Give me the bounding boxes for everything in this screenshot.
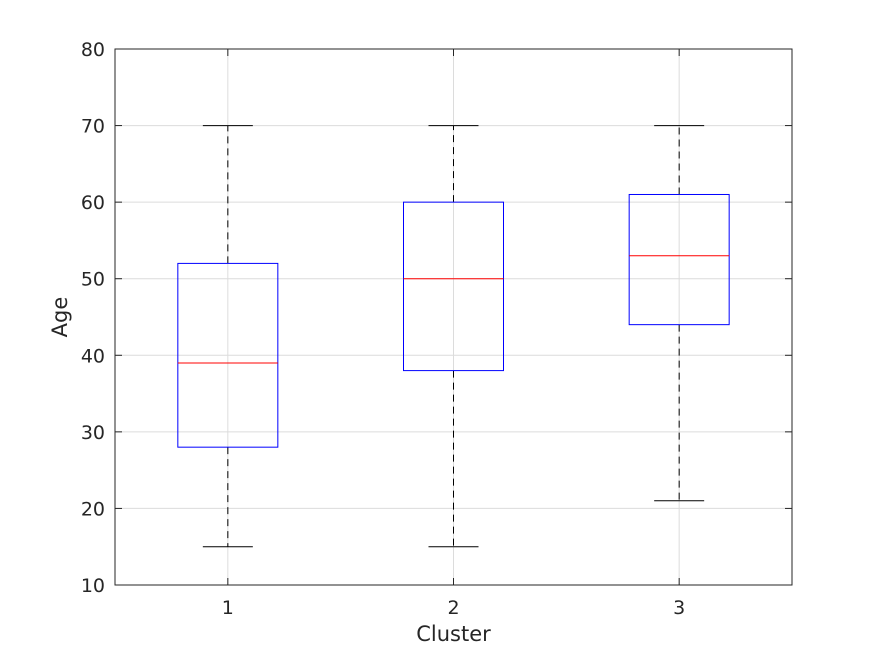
x-tick-label: 2 [447, 597, 459, 619]
y-tick-label: 70 [81, 116, 105, 138]
iqr-box [177, 262, 279, 448]
y-tick-label: 60 [81, 192, 105, 214]
box-cluster-2 [403, 125, 504, 548]
box-layer [177, 125, 730, 548]
x-axis-label: Cluster [416, 622, 491, 646]
y-tick-label: 10 [81, 575, 105, 597]
y-tick-label: 80 [81, 39, 105, 61]
y-axis-label: Age [48, 297, 72, 338]
tick-layer: 10 20 30 40 50 60 70 80 1 2 3 [81, 39, 792, 619]
x-tick-label: 3 [673, 597, 685, 619]
box-cluster-1 [177, 125, 279, 548]
box-cluster-3 [628, 125, 730, 502]
iqr-box [403, 201, 504, 372]
y-tick-label: 20 [81, 498, 105, 520]
y-tick-label: 50 [81, 269, 105, 291]
y-tick-label: 30 [81, 422, 105, 444]
y-tick-label: 40 [81, 345, 105, 367]
iqr-box [628, 193, 730, 326]
x-tick-label: 1 [222, 597, 234, 619]
